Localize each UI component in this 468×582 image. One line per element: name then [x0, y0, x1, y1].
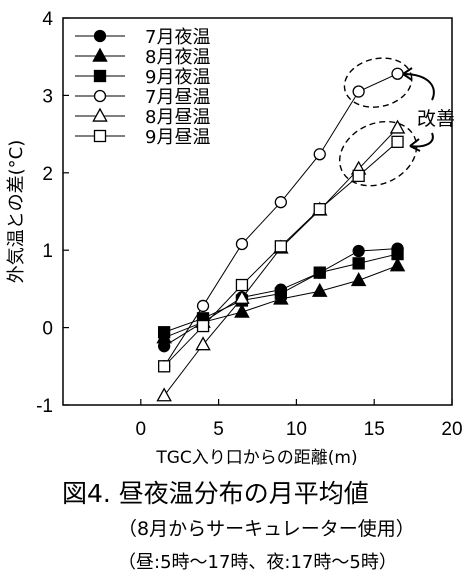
series-2-point [311, 282, 328, 297]
y-axis-label: 外気温との差(°C) [6, 140, 27, 283]
series-3-point [157, 326, 171, 339]
highlight-ellipse [343, 57, 413, 108]
y-tick-label: 0 [42, 319, 53, 340]
legend-label: 8月昼温 [145, 107, 210, 128]
annotation-arrowhead [402, 67, 413, 81]
series-6-point [352, 169, 365, 183]
series-4-point [274, 196, 287, 209]
series-2-point [234, 303, 250, 318]
annotation-arrow [409, 132, 434, 148]
series-6-point [196, 319, 210, 333]
series-3-point [352, 257, 365, 270]
legend-marker [93, 69, 107, 83]
figure-caption-note-circulator: （8月からサーキュレーター使用） [118, 518, 415, 540]
figure-caption-note-hours: （昼:5時〜17時、夜:17時〜5時） [118, 552, 397, 573]
series-1-point [352, 244, 365, 258]
series-4-point [196, 299, 210, 313]
legend-label: 9月昼温 [145, 127, 210, 148]
plot-frame [62, 17, 453, 406]
series-3-point [391, 247, 404, 261]
legend-marker [92, 47, 108, 62]
legend-marker [93, 129, 107, 143]
x-tick-label: 10 [286, 419, 307, 440]
x-tick-label: 0 [136, 419, 147, 440]
figure-caption-title: 図4. 昼夜温分布の月平均値 [62, 479, 369, 508]
y-tick-label: 4 [42, 9, 53, 30]
x-tick-label: 15 [364, 419, 385, 440]
legend-label: 9月夜温 [145, 67, 210, 88]
series-6-point [313, 203, 326, 216]
series-4-point [391, 67, 404, 80]
series-4-point [313, 148, 326, 161]
legend-marker [93, 29, 107, 43]
annotation-label: 改善 [417, 108, 455, 130]
y-tick-label: 3 [42, 86, 53, 107]
series-3-point [274, 287, 287, 300]
legend-label: 7月昼温 [145, 87, 210, 108]
series-6-point [235, 278, 249, 292]
series-5-point [195, 336, 211, 351]
series-5-point [389, 119, 406, 134]
series-2-point [350, 272, 367, 287]
series-6-point [391, 135, 404, 148]
legend-label: 8月夜温 [145, 47, 210, 68]
legend-label: 7月夜温 [145, 27, 210, 48]
y-tick-label: -1 [36, 396, 53, 417]
annotation-arrowhead [409, 138, 421, 152]
y-tick-label: 1 [42, 241, 53, 262]
series-4-point [352, 85, 365, 98]
series-3-point [313, 266, 326, 279]
x-tick-label: 20 [441, 419, 462, 440]
series-2-point [389, 257, 406, 272]
highlight-ellipse [338, 120, 418, 187]
chart-figure: -1 0 1 2 3 4 0 5 10 15 20 TGC入り口からの距離(m) 外気温との差(°C) 7… [6, 9, 463, 468]
annotation-arrow [402, 73, 435, 101]
series-5-point [156, 387, 172, 402]
series-5-point [234, 289, 250, 304]
x-tick-label: 5 [213, 419, 224, 440]
series-4-point [235, 237, 249, 251]
x-axis-label: TGC入り口からの距離(m) [155, 448, 357, 468]
series-6-point [274, 240, 287, 253]
series-6-point [157, 360, 171, 373]
y-tick-label: 2 [42, 164, 53, 185]
legend-marker [93, 89, 107, 103]
legend-marker [92, 107, 108, 122]
